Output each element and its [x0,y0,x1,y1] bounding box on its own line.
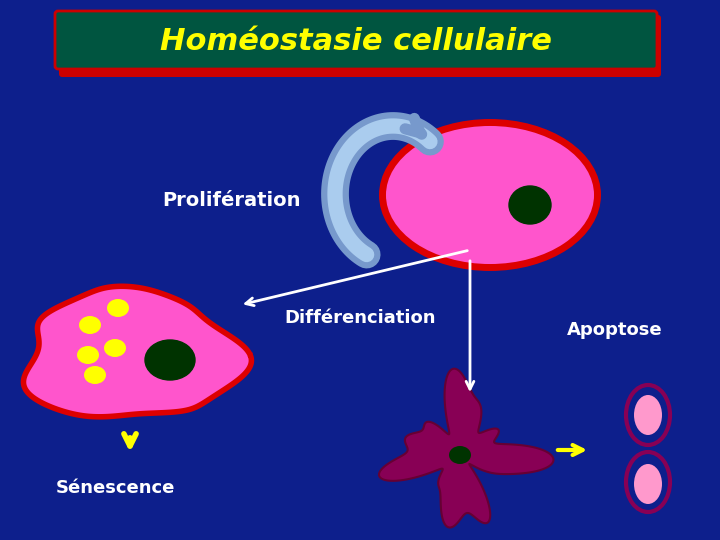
Text: Différenciation: Différenciation [284,309,436,327]
Ellipse shape [626,452,670,512]
Polygon shape [24,286,251,417]
Polygon shape [379,369,554,528]
Text: Homéostasie cellulaire: Homéostasie cellulaire [160,28,552,57]
Text: Prolifération: Prolifération [163,191,301,210]
FancyBboxPatch shape [59,15,661,77]
FancyBboxPatch shape [55,11,657,69]
Text: Apoptose: Apoptose [567,321,663,339]
Ellipse shape [509,186,551,224]
Ellipse shape [634,395,662,435]
Ellipse shape [634,464,662,504]
Ellipse shape [626,385,670,445]
Ellipse shape [84,366,106,384]
Ellipse shape [449,446,471,464]
Ellipse shape [79,316,101,334]
Text: Sénescence: Sénescence [55,479,175,497]
Ellipse shape [104,339,126,357]
Ellipse shape [145,340,195,380]
Ellipse shape [107,299,129,317]
Ellipse shape [77,346,99,364]
Ellipse shape [382,123,598,267]
